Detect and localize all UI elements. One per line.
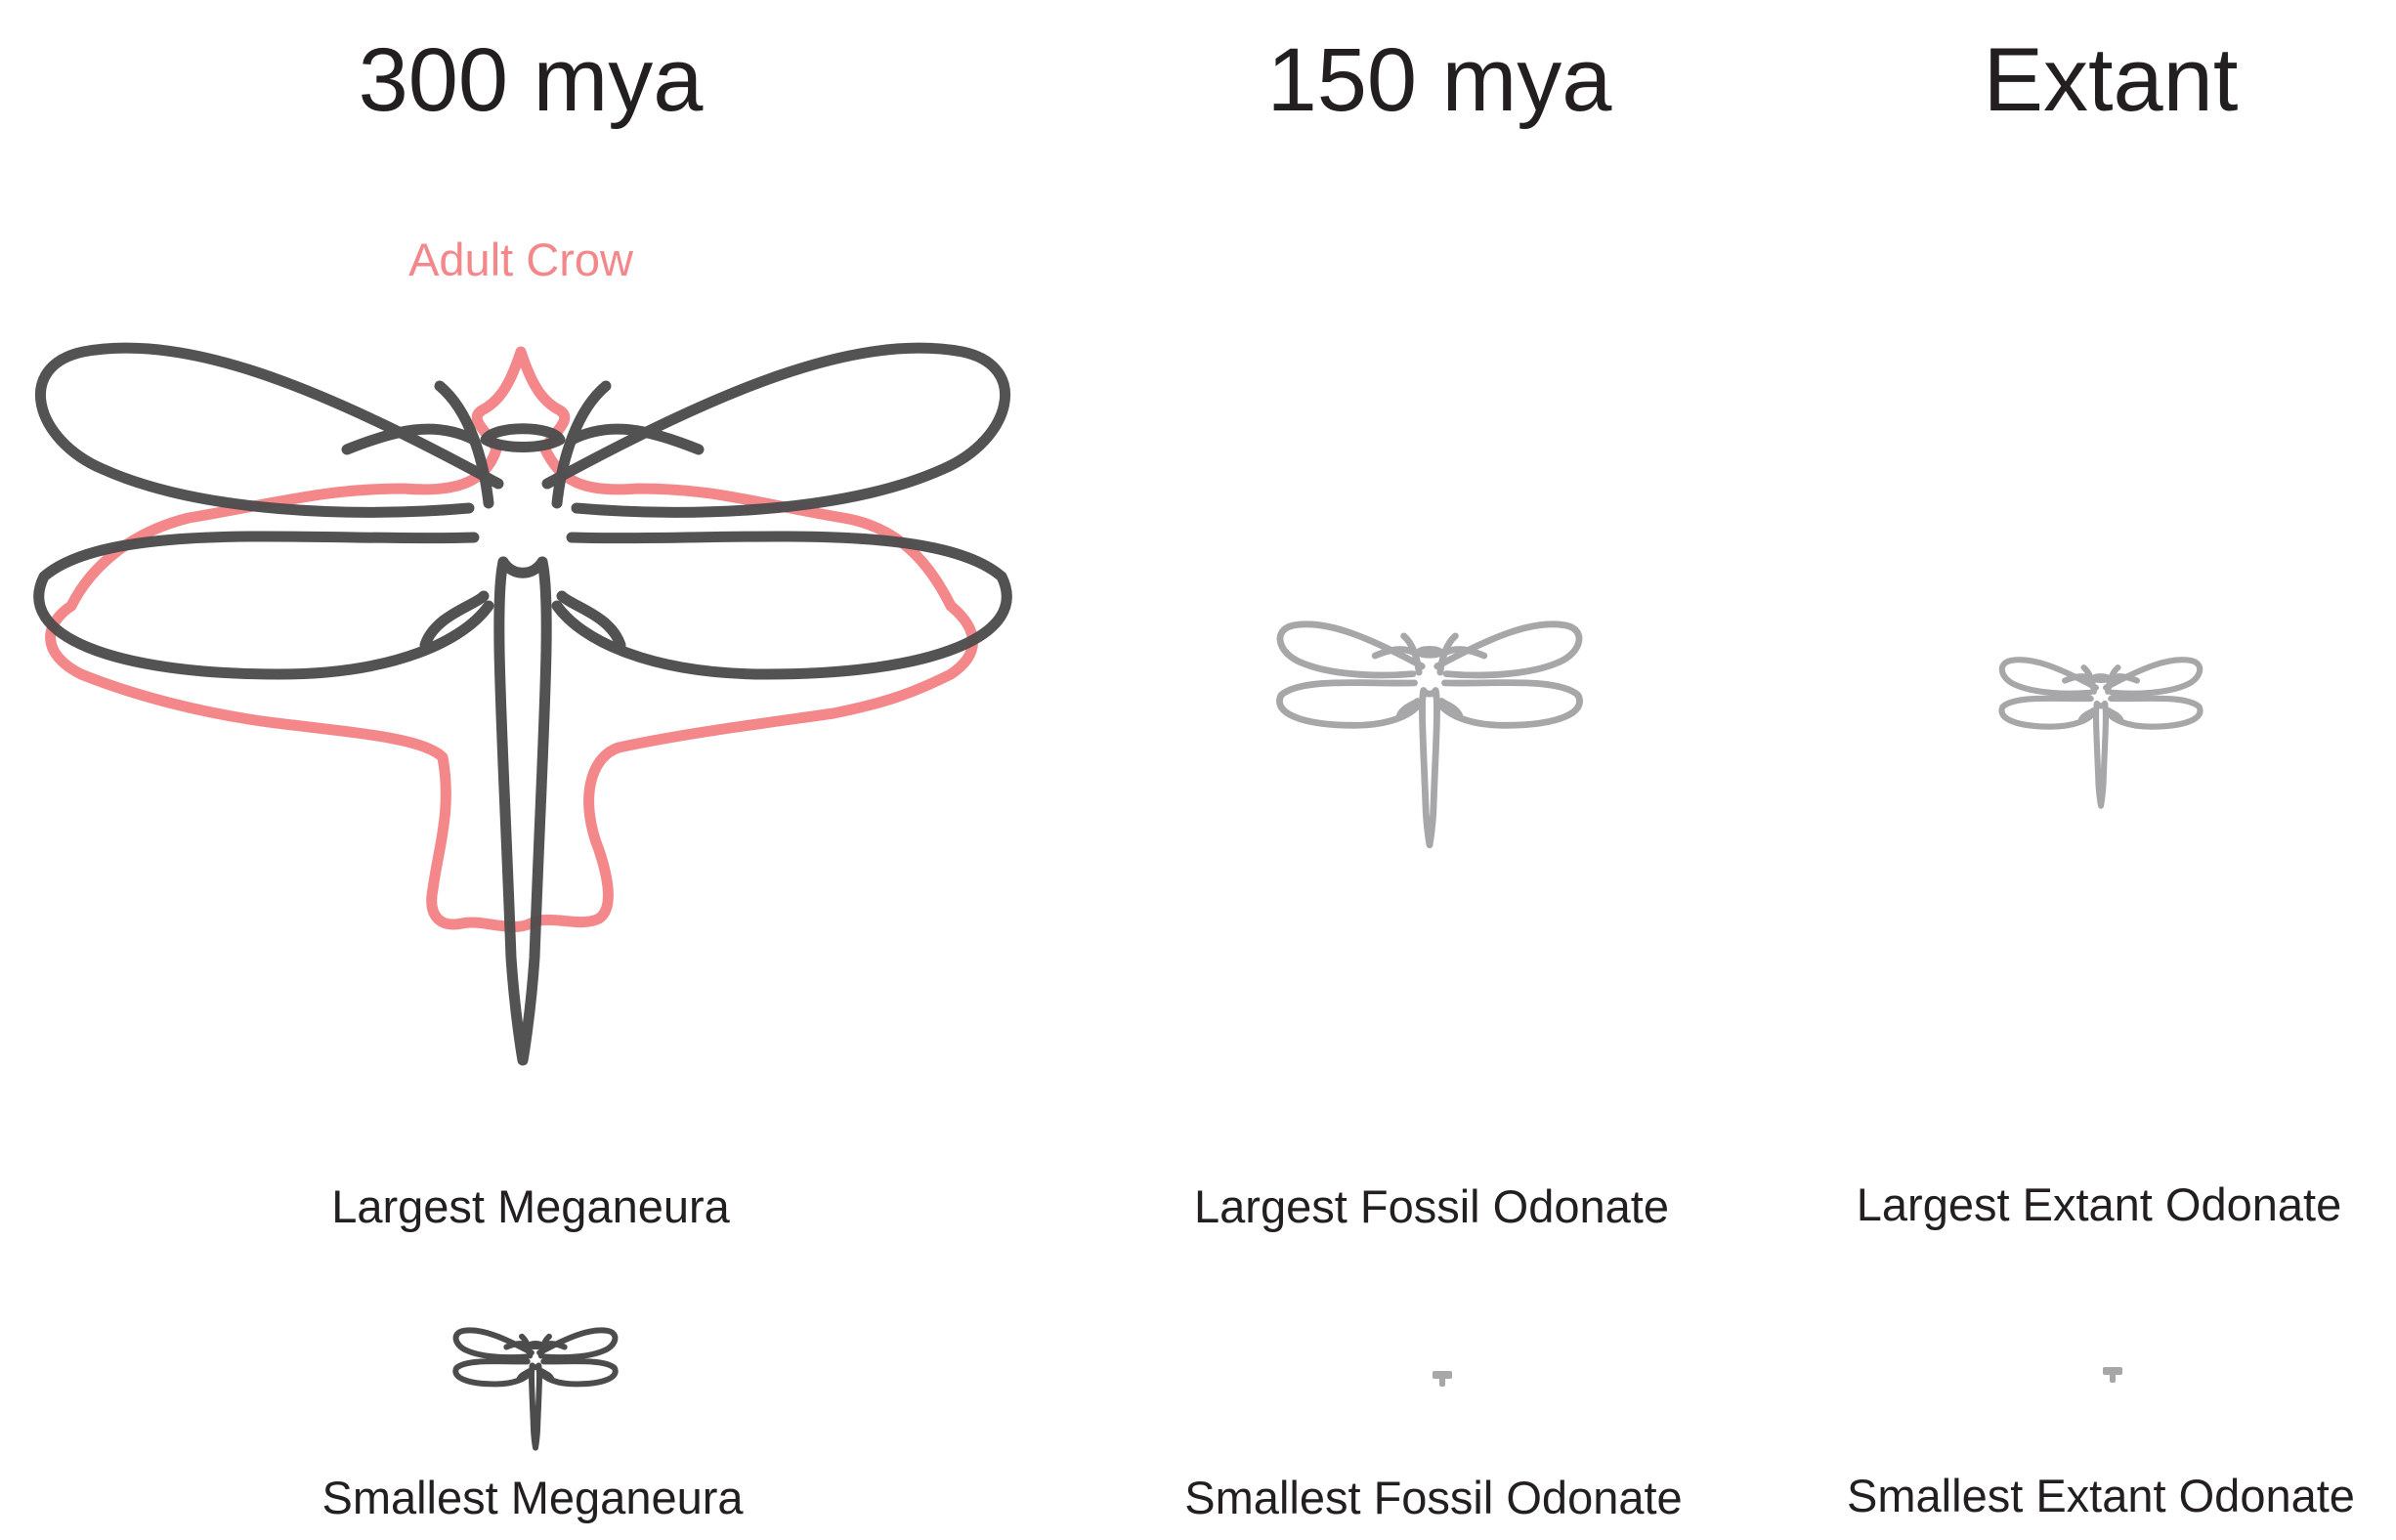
dragonfly-outline-icon-largest-fossil: [1279, 624, 1579, 845]
caption-largest-fossil-odonate: Largest Fossil Odonate: [1194, 1180, 1669, 1232]
heading-extant: Extant: [1983, 30, 2239, 130]
caption-smallest-extant-odonate: Smallest Extant Odonate: [1847, 1470, 2355, 1521]
dragonfly-outline-icon-smallest-fossil: [1433, 1371, 1452, 1387]
caption-largest-extant-odonate: Largest Extant Odonate: [1856, 1178, 2342, 1230]
heading-300-mya: 300 mya: [358, 30, 704, 130]
dragonfly-outline-icon-largest-extant: [2001, 660, 2200, 805]
crow-label: Adult Crow: [408, 234, 633, 285]
heading-150-mya: 150 mya: [1266, 30, 1612, 130]
caption-smallest-fossil-odonate: Smallest Fossil Odonate: [1184, 1472, 1683, 1523]
caption-largest-meganeura: Largest Meganeura: [331, 1180, 730, 1232]
dragonfly-outline-icon-smallest-extant: [2103, 1367, 2122, 1383]
caption-smallest-meganeura: Smallest Meganeura: [321, 1472, 744, 1523]
dragonfly-outline-icon-smallest-meganeura: [455, 1330, 615, 1447]
